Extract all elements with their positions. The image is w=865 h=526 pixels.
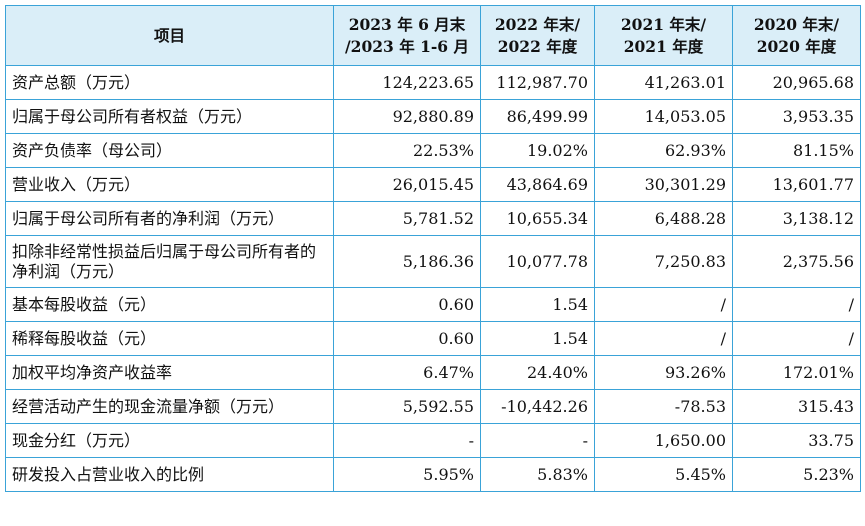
header-2022: 2022 年末/ 2022 年度 [480, 5, 595, 66]
cell-2021: 14,053.05 [594, 99, 733, 134]
table-row-cash-dividend: 现金分红（万元） - - 1,650.00 33.75 [5, 423, 861, 458]
cell-2021: 62.93% [594, 133, 733, 168]
cell-2022: 1.54 [480, 321, 595, 356]
cell-2021: 41,263.01 [594, 65, 733, 100]
cell-2020: 5.23% [732, 457, 861, 492]
cell-2021: 1,650.00 [594, 423, 733, 458]
header-2020-line1: 2020 年末/ [753, 14, 840, 34]
cell-2023: 0.60 [333, 321, 481, 356]
table-row-net-profit: 归属于母公司所有者的净利润（万元） 5,781.52 10,655.34 6,4… [5, 201, 861, 236]
cell-2023: 26,015.45 [333, 167, 481, 202]
cell-2023: 5,592.55 [333, 389, 481, 424]
cell-2020: 3,138.12 [732, 201, 861, 236]
row-label: 经营活动产生的现金流量净额（万元） [5, 389, 334, 424]
cell-2020: 172.01% [732, 355, 861, 390]
cell-2022: 5.83% [480, 457, 595, 492]
cell-2022: 24.40% [480, 355, 595, 390]
row-label: 营业收入（万元） [5, 167, 334, 202]
cell-2020: 33.75 [732, 423, 861, 458]
cell-2022: 10,077.78 [480, 235, 595, 288]
table-row-revenue: 营业收入（万元） 26,015.45 43,864.69 30,301.29 1… [5, 167, 861, 202]
header-2021-line1: 2021 年末/ [620, 14, 707, 34]
cell-2020: 81.15% [732, 133, 861, 168]
row-label: 扣除非经常性损益后归属于母公司所有者的净利润（万元） [5, 235, 334, 288]
table-row-parent-equity: 归属于母公司所有者权益（万元） 92,880.89 86,499.99 14,0… [5, 99, 861, 134]
cell-2023: 0.60 [333, 287, 481, 322]
table-row-diluted-eps: 稀释每股收益（元） 0.60 1.54 / / [5, 321, 861, 356]
cell-2023: 5.95% [333, 457, 481, 492]
cell-2020: 315.43 [732, 389, 861, 424]
cell-2022: 10,655.34 [480, 201, 595, 236]
table-row-operating-cash-flow: 经营活动产生的现金流量净额（万元） 5,592.55 -10,442.26 -7… [5, 389, 861, 424]
cell-2020: 20,965.68 [732, 65, 861, 100]
table-row-total-assets: 资产总额（万元） 124,223.65 112,987.70 41,263.01… [5, 65, 861, 100]
cell-2023: 92,880.89 [333, 99, 481, 134]
row-label: 资产负债率（母公司） [5, 133, 334, 168]
row-label: 研发投入占营业收入的比例 [5, 457, 334, 492]
row-label: 现金分红（万元） [5, 423, 334, 458]
cell-2022: -10,442.26 [480, 389, 595, 424]
row-label: 归属于母公司所有者权益（万元） [5, 99, 334, 134]
header-2020-line2: 2020 年度 [756, 36, 837, 56]
header-2021-line2: 2021 年度 [623, 36, 704, 56]
header-item: 项目 [5, 5, 334, 66]
cell-2023: 5,186.36 [333, 235, 481, 288]
table-row-roe: 加权平均净资产收益率 6.47% 24.40% 93.26% 172.01% [5, 355, 861, 390]
row-label: 稀释每股收益（元） [5, 321, 334, 356]
table-row-debt-ratio: 资产负债率（母公司） 22.53% 19.02% 62.93% 81.15% [5, 133, 861, 168]
cell-2020: 2,375.56 [732, 235, 861, 288]
cell-2022: 43,864.69 [480, 167, 595, 202]
cell-2022: 1.54 [480, 287, 595, 322]
table-row-adjusted-net-profit: 扣除非经常性损益后归属于母公司所有者的净利润（万元） 5,186.36 10,0… [5, 235, 861, 288]
table-row-rnd-ratio: 研发投入占营业收入的比例 5.95% 5.83% 5.45% 5.23% [5, 457, 861, 492]
header-item-text: 项目 [153, 25, 185, 45]
cell-2023: 5,781.52 [333, 201, 481, 236]
cell-2021: / [594, 287, 733, 322]
cell-2023: 124,223.65 [333, 65, 481, 100]
cell-2021: 7,250.83 [594, 235, 733, 288]
row-label: 资产总额（万元） [5, 65, 334, 100]
header-2020: 2020 年末/ 2020 年度 [732, 5, 861, 66]
cell-2023: 6.47% [333, 355, 481, 390]
cell-2021: 30,301.29 [594, 167, 733, 202]
cell-2022: 19.02% [480, 133, 595, 168]
header-2022-line1: 2022 年末/ [494, 14, 581, 34]
cell-2020: / [732, 287, 861, 322]
cell-2022: 112,987.70 [480, 65, 595, 100]
row-label: 加权平均净资产收益率 [5, 355, 334, 390]
cell-2020: 3,953.35 [732, 99, 861, 134]
header-2023-line2: /2023 年 1-6 月 [345, 36, 469, 56]
row-label: 基本每股收益（元） [5, 287, 334, 322]
cell-2021: 6,488.28 [594, 201, 733, 236]
financial-data-table: 项目 2023 年 6 月末 /2023 年 1-6 月 2022 年末/ 20… [5, 5, 861, 492]
header-2023-h1: 2023 年 6 月末 /2023 年 1-6 月 [333, 5, 481, 66]
cell-2020: / [732, 321, 861, 356]
header-2021: 2021 年末/ 2021 年度 [594, 5, 733, 66]
cell-2021: -78.53 [594, 389, 733, 424]
cell-2022: - [480, 423, 595, 458]
cell-2021: 5.45% [594, 457, 733, 492]
table-row-basic-eps: 基本每股收益（元） 0.60 1.54 / / [5, 287, 861, 322]
header-2022-line2: 2022 年度 [497, 36, 578, 56]
cell-2023: 22.53% [333, 133, 481, 168]
cell-2021: 93.26% [594, 355, 733, 390]
financial-table-container: 项目 2023 年 6 月末 /2023 年 1-6 月 2022 年末/ 20… [5, 5, 861, 492]
header-2023-line1: 2023 年 6 月末 [348, 14, 466, 34]
cell-2021: / [594, 321, 733, 356]
table-header-row: 项目 2023 年 6 月末 /2023 年 1-6 月 2022 年末/ 20… [5, 5, 861, 66]
row-label: 归属于母公司所有者的净利润（万元） [5, 201, 334, 236]
cell-2020: 13,601.77 [732, 167, 861, 202]
cell-2023: - [333, 423, 481, 458]
cell-2022: 86,499.99 [480, 99, 595, 134]
